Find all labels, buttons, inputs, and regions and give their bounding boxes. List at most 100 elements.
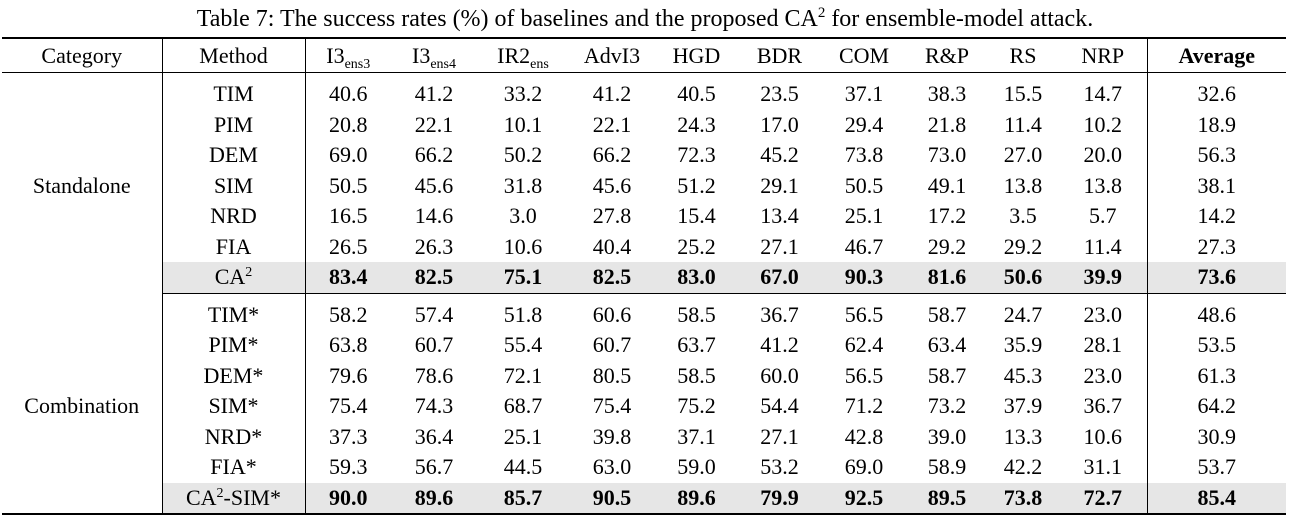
value-cell: 38.3 xyxy=(927,81,967,107)
value-cell: 27.0 xyxy=(1003,142,1043,168)
value-cell: 31.8 xyxy=(503,172,543,198)
value-cell: 37.1 xyxy=(844,81,884,107)
value-cell: 45.6 xyxy=(414,172,454,198)
proposed-method-row: CA2-SIM* 90.0 89.6 85.7 90.5 89.6 79.9 92.5 89.5… xyxy=(2,482,1286,514)
value-cell: 42.8 xyxy=(844,423,884,449)
group-standalone: Standalone TIM 40.6 41.2 33.2 41.2 40.5 23.5 37.… xyxy=(2,72,1286,294)
value-cell: 41.2 xyxy=(414,81,454,107)
header-category: Category xyxy=(2,38,163,73)
method-cell: PIM xyxy=(162,109,306,140)
group-combination: Combination TIM* 58.2 57.4 51.8 60.6 58.5 36.7 5… xyxy=(2,293,1286,514)
value-cell: 67.0 xyxy=(738,262,821,294)
method-cell: NRD xyxy=(162,201,306,232)
value-cell: 81.6 xyxy=(907,262,987,294)
value-cell: 29.1 xyxy=(760,172,799,198)
value-cell: 58.7 xyxy=(927,362,967,388)
value-cell: 89.5 xyxy=(907,482,987,514)
value-cell: 58.2 xyxy=(329,301,368,327)
table-row: FIA* 59.3 56.7 44.5 63.0 59.0 53.2 69.0 58.9 42.2… xyxy=(2,452,1286,483)
value-cell: 27.3 xyxy=(1197,233,1237,259)
value-cell: 63.0 xyxy=(592,454,632,480)
method-cell: PIM* xyxy=(162,330,306,361)
value-cell: 22.1 xyxy=(592,111,632,137)
value-cell: 50.2 xyxy=(503,142,543,168)
value-cell: 40.5 xyxy=(677,81,716,107)
value-cell: 10.2 xyxy=(1059,109,1148,140)
value-cell: 74.3 xyxy=(414,393,454,419)
value-cell: 10.1 xyxy=(503,111,543,137)
value-cell: 30.9 xyxy=(1197,423,1237,449)
value-cell: 50.5 xyxy=(844,172,884,198)
value-cell: 46.7 xyxy=(844,233,884,259)
value-cell: 92.5 xyxy=(821,482,907,514)
value-cell: 20.8 xyxy=(329,111,368,137)
category-cell: Standalone xyxy=(2,72,163,293)
value-cell: 80.5 xyxy=(592,362,632,388)
value-cell: 73.8 xyxy=(987,482,1059,514)
value-cell: 71.2 xyxy=(844,393,884,419)
value-cell: 79.9 xyxy=(738,482,821,514)
value-cell: 39.8 xyxy=(592,423,632,449)
value-cell: 39.9 xyxy=(1059,262,1148,294)
value-cell: 90.3 xyxy=(821,262,907,294)
value-cell: 24.3 xyxy=(677,111,716,137)
value-cell: 23.0 xyxy=(1059,293,1148,330)
value-cell: 29.4 xyxy=(844,111,884,137)
value-cell: 29.2 xyxy=(1003,233,1043,259)
value-cell: 13.3 xyxy=(1003,423,1043,449)
value-cell: 24.7 xyxy=(1003,301,1043,327)
value-cell: 36.7 xyxy=(1059,391,1148,422)
value-cell: 56.5 xyxy=(844,301,884,327)
value-cell: 5.7 xyxy=(1059,201,1148,232)
value-cell: 83.0 xyxy=(655,262,738,294)
value-cell: 79.6 xyxy=(329,362,368,388)
value-cell: 56.5 xyxy=(844,362,884,388)
value-cell: 14.6 xyxy=(414,203,454,229)
value-cell: 10.6 xyxy=(503,233,543,259)
value-cell: 72.7 xyxy=(1059,482,1148,514)
value-cell: 36.4 xyxy=(414,423,454,449)
value-cell: 23.5 xyxy=(760,81,799,107)
value-cell: 90.5 xyxy=(569,482,655,514)
header-nrp: NRP xyxy=(1059,38,1148,73)
value-cell: 29.2 xyxy=(927,233,967,259)
table-row: SIM 50.5 45.6 31.8 45.6 51.2 29.1 50.5 49.1 13.8 1… xyxy=(2,170,1286,201)
table-row: DEM* 79.6 78.6 72.1 80.5 58.5 60.0 56.5 58.7 45.3… xyxy=(2,360,1286,391)
category-cell: Combination xyxy=(2,293,163,514)
table-row: PIM 20.8 22.1 10.1 22.1 24.3 17.0 29.4 21.8 11.4 1… xyxy=(2,109,1286,140)
value-cell: 48.6 xyxy=(1197,301,1237,327)
header-average: Average xyxy=(1147,38,1286,73)
value-cell: 37.1 xyxy=(677,423,716,449)
value-cell: 27.1 xyxy=(760,423,799,449)
value-cell: 38.1 xyxy=(1197,172,1237,198)
value-cell: 44.5 xyxy=(503,454,543,480)
value-cell: 75.2 xyxy=(677,393,716,419)
value-cell: 41.2 xyxy=(592,81,632,107)
table-caption: Table 7: The success rates (%) of baseli… xyxy=(0,4,1290,34)
value-cell: 58.5 xyxy=(677,301,716,327)
value-cell: 26.5 xyxy=(329,233,368,259)
table-row: FIA 26.5 26.3 10.6 40.4 25.2 27.1 46.7 29.2 29.2 1… xyxy=(2,231,1286,262)
value-cell: 25.1 xyxy=(844,203,884,229)
value-cell: 73.0 xyxy=(927,142,967,168)
value-cell: 50.6 xyxy=(987,262,1059,294)
value-cell: 61.3 xyxy=(1197,362,1237,388)
value-cell: 18.9 xyxy=(1197,111,1237,137)
value-cell: 25.2 xyxy=(677,233,716,259)
value-cell: 54.4 xyxy=(760,393,799,419)
header-ir2-ens: IR2ens xyxy=(477,38,569,73)
caption-superscript: 2 xyxy=(817,5,826,21)
value-cell: 58.7 xyxy=(927,301,967,327)
value-cell: 14.2 xyxy=(1197,203,1237,229)
header-bdr: BDR xyxy=(738,38,821,73)
value-cell: 26.3 xyxy=(414,233,454,259)
method-cell: SIM xyxy=(162,170,306,201)
value-cell: 3.5 xyxy=(1009,203,1037,229)
header-rp: R&P xyxy=(907,38,987,73)
method-cell: SIM* xyxy=(162,391,306,422)
value-cell: 69.0 xyxy=(329,142,368,168)
header-com: COM xyxy=(821,38,907,73)
value-cell: 39.0 xyxy=(927,423,967,449)
value-cell: 82.5 xyxy=(569,262,655,294)
value-cell: 60.7 xyxy=(414,332,454,358)
